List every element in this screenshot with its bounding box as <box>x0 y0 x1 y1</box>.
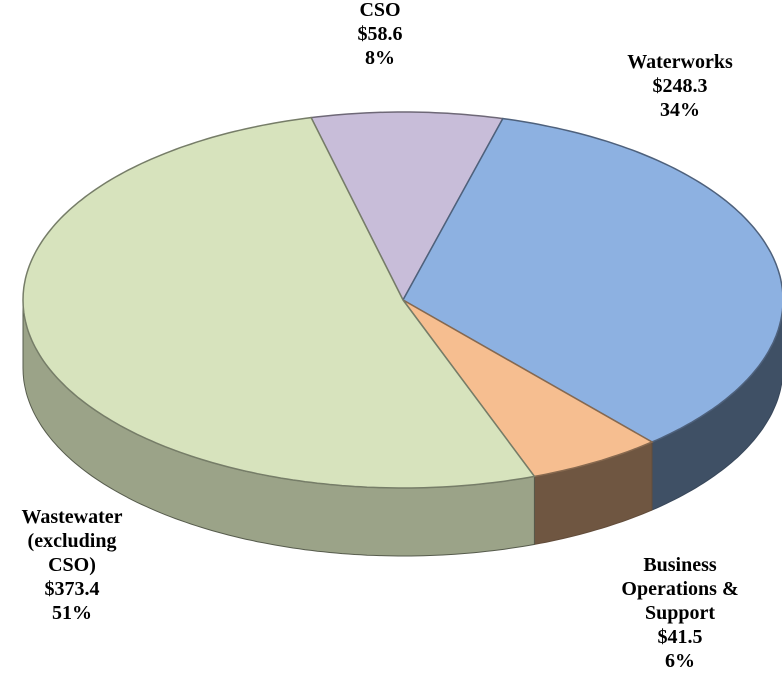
slice-label: CSO $58.6 8% <box>305 0 455 70</box>
value-label: $248.3 <box>652 75 708 97</box>
slice <box>401 117 782 443</box>
slice-label: Business Operations & Support $41.5 6% <box>605 553 755 673</box>
value-label: $373.4 <box>44 578 100 600</box>
percent-label: 34% <box>660 99 700 121</box>
category-label: Wastewater (excluding CSO) <box>21 506 123 576</box>
slice <box>309 111 504 302</box>
slice-label: Wastewater (excluding CSO) $373.4 51% <box>2 505 142 625</box>
category-label: CSO <box>359 0 401 21</box>
category-label: Business Operations & Support <box>621 554 739 624</box>
percent-label: 6% <box>665 650 695 672</box>
category-label: Waterworks <box>627 51 733 73</box>
percent-label: 8% <box>365 47 395 69</box>
value-label: $58.6 <box>357 23 403 45</box>
value-label: $41.5 <box>657 626 703 648</box>
slice <box>22 116 536 489</box>
slice <box>402 299 654 478</box>
percent-label: 51% <box>52 602 92 624</box>
slice-label: Waterworks $248.3 34% <box>600 50 760 122</box>
